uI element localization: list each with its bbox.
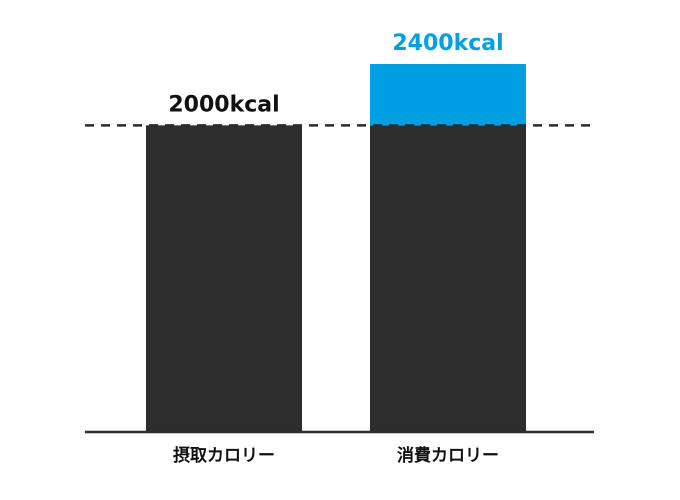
bar-excess: [370, 64, 526, 126]
value-label: 2000kcal: [168, 92, 279, 117]
bar: [370, 125, 526, 432]
x-tick-label: 摂取カロリー: [173, 445, 275, 466]
x-tick-label: 消費カロリー: [397, 445, 499, 466]
value-label: 2400kcal: [392, 31, 503, 56]
bar: [146, 125, 302, 432]
